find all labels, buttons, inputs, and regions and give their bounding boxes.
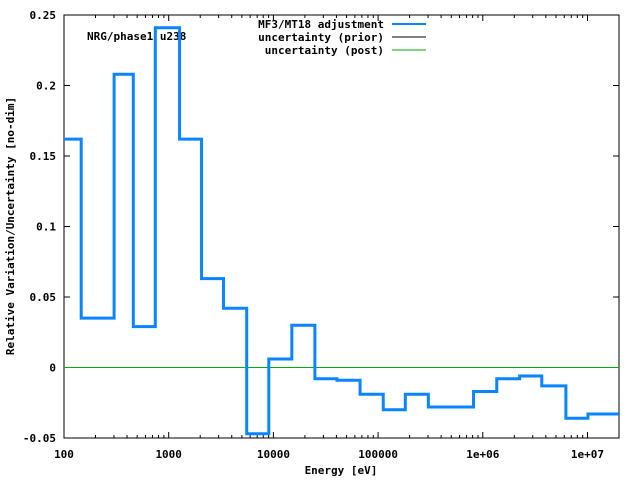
y-axis-label: Relative Variation/Uncertainty [no-dim] [4,97,17,355]
x-tick-label: 100 [54,448,74,461]
chart-title: NRG/phase1 u238 [87,30,186,43]
x-tick-label: 1e+06 [466,448,499,461]
y-tick-label: 0.05 [30,291,57,304]
y-tick-label: 0.1 [36,221,56,234]
x-axis-label: Energy [eV] [305,464,378,477]
x-tick-label: 10000 [257,448,290,461]
y-tick-label: 0 [49,362,56,375]
legend-label: uncertainty (prior) [258,31,384,44]
x-tick-label: 1e+07 [571,448,604,461]
y-tick-label: -0.05 [23,432,56,445]
adjustment-step-line [64,26,619,436]
y-tick-label: 0.2 [36,80,56,93]
legend-label: MF3/MT18 adjustment [258,18,384,31]
y-tick-label: 0.25 [30,9,57,22]
x-tick-label: 100000 [358,448,398,461]
y-tick-label: 0.15 [30,150,57,163]
legend-label: uncertainty (post) [265,44,384,57]
x-tick-label: 1000 [155,448,182,461]
